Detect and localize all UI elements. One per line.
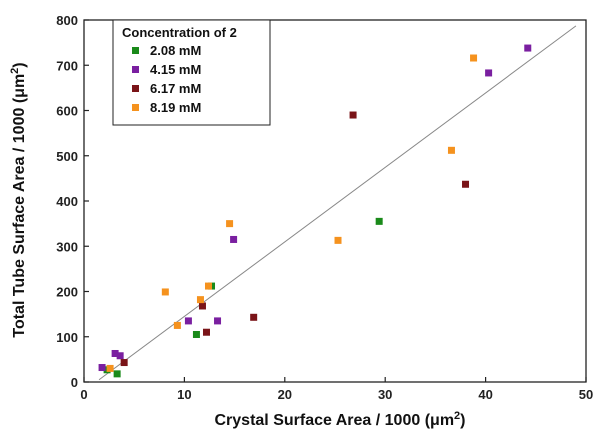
data-point-series-2: [524, 44, 532, 52]
y-tick-label: 800: [56, 13, 78, 28]
data-point-series-4: [173, 321, 181, 329]
data-point-series-2: [214, 317, 222, 325]
legend-entry-label: 2.08 mM: [150, 43, 201, 58]
data-point-series-3: [349, 111, 357, 119]
legend-marker: [132, 104, 139, 111]
data-point-series-4: [226, 220, 234, 228]
y-axis-title: Total Tube Surface Area / 1000 (μm2): [9, 62, 28, 337]
fit-line: [98, 25, 577, 381]
data-point-series-4: [196, 296, 204, 304]
data-point-series-4: [161, 288, 169, 296]
legend-marker: [132, 85, 139, 92]
legend-title: Concentration of 2: [122, 25, 237, 40]
data-point-series-2: [111, 349, 119, 357]
y-tick-label: 600: [56, 104, 78, 119]
legend-marker: [132, 66, 139, 73]
data-point-series-2: [98, 364, 106, 372]
y-tick-label: 400: [56, 194, 78, 209]
legend-entry-label: 4.15 mM: [150, 62, 201, 77]
y-tick-label: 300: [56, 239, 78, 254]
data-point-series-3: [250, 313, 258, 321]
legend-marker: [132, 47, 139, 54]
data-point-series-4: [470, 54, 478, 62]
legend-entry-label: 6.17 mM: [150, 81, 201, 96]
data-point-series-4: [334, 236, 342, 244]
data-point-series-3: [120, 359, 128, 367]
y-tick-label: 500: [56, 149, 78, 164]
data-point-series-1: [192, 330, 200, 338]
legend-box: [112, 19, 271, 126]
y-tick-label: 100: [56, 330, 78, 345]
x-tick-label: 40: [478, 387, 492, 402]
x-tick-label: 0: [80, 387, 87, 402]
x-tick-label: 10: [177, 387, 191, 402]
data-point-series-1: [375, 217, 383, 225]
data-point-series-2: [116, 352, 124, 360]
fit-line-layer: [98, 25, 577, 381]
data-point-series-2: [230, 235, 238, 243]
y-tick-label: 0: [71, 375, 78, 390]
x-tick-label: 30: [378, 387, 392, 402]
data-point-series-2: [184, 317, 192, 325]
legend: Concentration of 2 2.08 mM 4.15 mM 6.17 mM…: [112, 19, 271, 126]
data-point-series-3: [198, 302, 206, 310]
data-point-series-3: [202, 328, 210, 336]
data-point-series-3: [462, 180, 470, 188]
x-axis-title: Crystal Surface Area / 1000 (μm2): [215, 410, 466, 429]
legend-entry-label: 8.19 mM: [150, 100, 201, 115]
x-tick-label: 50: [579, 387, 593, 402]
x-tick-label: 20: [278, 387, 292, 402]
y-tick-label: 200: [56, 285, 78, 300]
data-point-series-4: [204, 282, 212, 290]
data-point-series-4: [106, 364, 114, 372]
data-point-series-1: [113, 370, 121, 378]
data-points-layer: [98, 44, 532, 378]
y-tick-label: 700: [56, 58, 78, 73]
data-point-series-2: [485, 69, 493, 77]
data-point-series-4: [447, 146, 455, 154]
